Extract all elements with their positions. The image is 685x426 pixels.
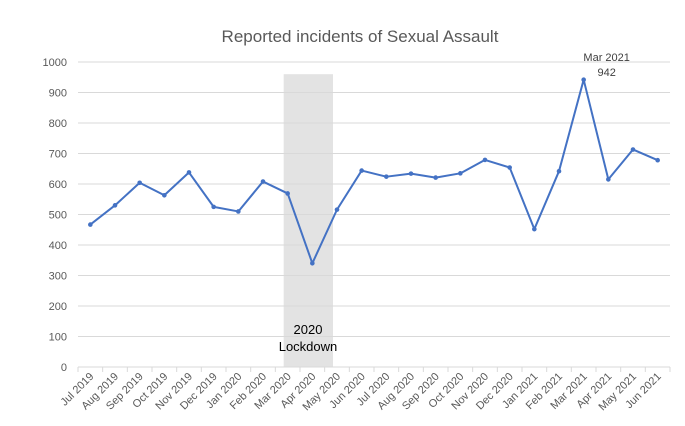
series-line <box>89 78 659 265</box>
data-point <box>88 222 93 227</box>
data-point <box>162 192 167 198</box>
data-point <box>408 171 414 176</box>
data-point <box>507 165 512 170</box>
data-point <box>137 180 142 186</box>
y-tick-label: 0 <box>61 362 67 374</box>
data-point <box>556 168 562 174</box>
y-tick-label: 400 <box>49 240 67 252</box>
data-point <box>606 177 611 182</box>
data-point <box>260 179 266 184</box>
data-point <box>236 209 241 214</box>
data-point <box>384 174 389 179</box>
data-point <box>433 175 438 180</box>
data-point <box>186 170 192 175</box>
y-tick-label: 100 <box>49 332 67 344</box>
peak-annotation-month: Mar 2021 <box>583 52 629 64</box>
y-tick-label: 900 <box>49 88 67 100</box>
y-tick-label: 1000 <box>43 57 67 69</box>
data-point <box>285 191 290 196</box>
data-point <box>630 147 636 152</box>
y-tick-label: 300 <box>49 271 67 283</box>
data-point <box>482 157 488 163</box>
data-point <box>458 171 463 176</box>
lockdown-label-year: 2020 <box>294 322 323 337</box>
series <box>88 77 660 266</box>
y-tick-label: 200 <box>49 301 67 313</box>
lockdown-label-text: Lockdown <box>279 339 338 354</box>
y-tick-label: 500 <box>49 210 67 222</box>
chart-title: Reported incidents of Sexual Assault <box>222 27 499 46</box>
data-point <box>655 157 660 163</box>
data-point <box>359 168 364 173</box>
y-axis: 0 100 200 300 400 500 600 700 800 900 1000 <box>43 57 67 374</box>
data-point <box>310 261 315 266</box>
y-tick-label: 600 <box>49 179 67 191</box>
y-tick-label: 800 <box>49 118 67 130</box>
data-point <box>112 203 118 208</box>
data-point <box>581 77 586 82</box>
data-point <box>211 204 216 210</box>
data-point <box>334 207 340 212</box>
y-tick-label: 700 <box>49 149 67 161</box>
gridlines <box>78 61 670 368</box>
data-point <box>532 226 537 232</box>
peak-annotation-value: 942 <box>597 67 615 79</box>
